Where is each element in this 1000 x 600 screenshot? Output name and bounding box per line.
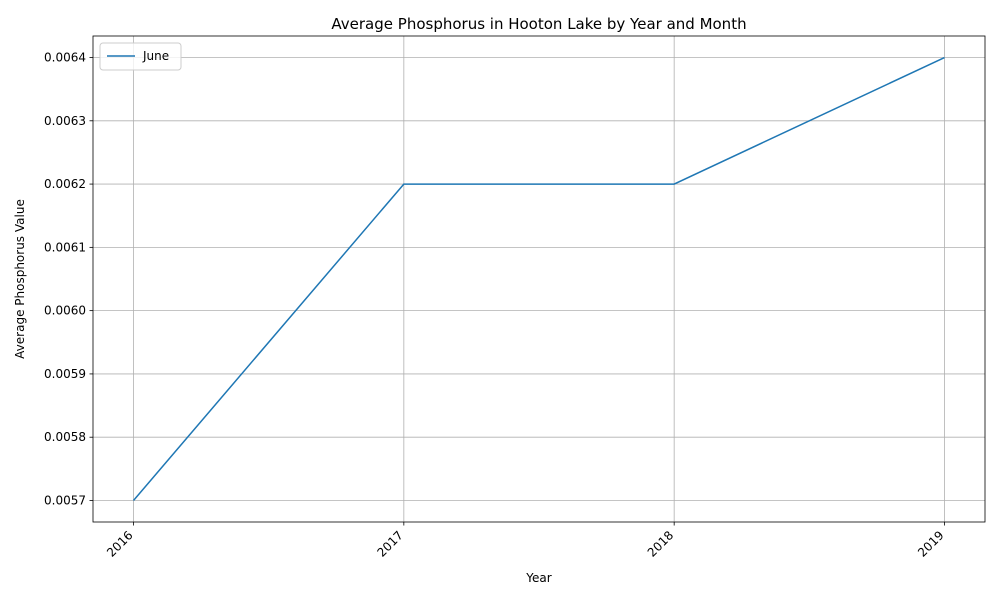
y-tick-label: 0.0058 xyxy=(44,430,86,444)
legend-box xyxy=(99,42,182,71)
legend: June xyxy=(99,42,182,71)
y-tick-label: 0.0061 xyxy=(44,240,86,254)
x-axis-label: Year xyxy=(525,571,551,585)
y-axis: 0.0057 0.0058 0.0059 0.0060 0.0061 0.0062 0.00… xyxy=(44,51,93,507)
y-tick-label: 0.0064 xyxy=(44,51,86,65)
y-tick-label: 0.0062 xyxy=(44,177,86,191)
series-layer xyxy=(132,56,945,501)
y-tick-label: 0.0060 xyxy=(44,304,86,318)
y-tick-label: 0.0063 xyxy=(44,114,86,128)
chart-title: Average Phosphorus in Hooton Lake by Yea… xyxy=(331,15,746,33)
y-tick-label: 0.0057 xyxy=(44,493,86,507)
series-line-june xyxy=(132,56,945,501)
legend-label-june: June xyxy=(142,49,169,63)
plot-frame xyxy=(92,35,986,523)
y-tick-label: 0.0059 xyxy=(44,367,86,381)
y-axis-label: Average Phosphorus Value xyxy=(13,199,27,359)
